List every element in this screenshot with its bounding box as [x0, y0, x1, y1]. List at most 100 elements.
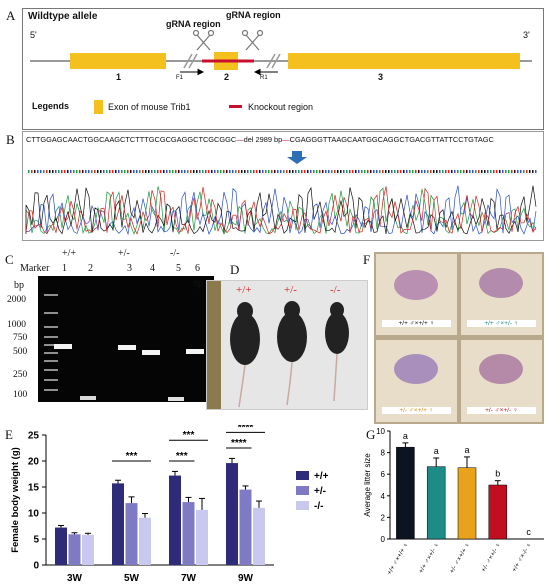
lane-1-number: 1	[62, 263, 67, 274]
pups-photo-1: +/+ ♂×+/+ ♀	[376, 254, 457, 335]
panel-c-label: C	[5, 252, 14, 267]
significance-letter: a	[464, 445, 469, 455]
primer-f1-arrow	[180, 68, 205, 76]
panel-a-label: A	[6, 8, 16, 23]
deletion-label: del 2989 bp	[243, 135, 283, 144]
legend-label: +/-	[314, 486, 326, 497]
y-tick-label: 0	[381, 535, 386, 544]
legend-label: -/-	[314, 501, 323, 512]
primer-f1-label: F1	[176, 75, 184, 81]
ladder-250: 250	[13, 370, 28, 380]
significance-letter: a	[434, 446, 439, 456]
panel-b-frame	[22, 131, 544, 241]
bar	[182, 502, 195, 565]
mouse-genotype-ko: -/-	[330, 284, 341, 296]
mouse-wt	[230, 313, 260, 365]
lane-2-number: 2	[88, 263, 93, 274]
bar	[125, 503, 138, 565]
gel-genotype-wt: +/+	[62, 248, 77, 259]
pups-photo-grid: +/+ ♂×+/+ ♀ +/+ ♂×+/- ♀ +/- ♂×+/+ ♀ +/- …	[374, 252, 544, 424]
bar	[396, 446, 415, 540]
sequence-left: CTTGGAGCAACTGGCAAGCTCTTTGCGCGAGGCTCGCGGC	[26, 135, 237, 144]
ladder-750: 750	[13, 333, 28, 343]
mouse-genotype-het: +/-	[284, 284, 297, 296]
x-tick-label: 5W	[124, 573, 140, 584]
cross-label-1: +/+ ♂×+/+ ♀	[382, 320, 451, 327]
mice-photo	[206, 280, 368, 410]
band-lane-1	[54, 344, 72, 349]
band-lane-6	[186, 349, 204, 354]
bar	[82, 534, 94, 565]
pups-photo-4: +/- ♂×+/- ♀	[461, 340, 542, 422]
allele-title: Wildtype allele	[28, 11, 98, 22]
break-marks-right	[266, 53, 281, 69]
y-tick-label: 2	[381, 513, 386, 522]
gel-bands	[44, 294, 204, 401]
junction-arrow-icon	[287, 151, 307, 164]
y-tick-label: 8	[381, 449, 386, 458]
pups-photo-3: +/- ♂×+/+ ♀	[376, 340, 457, 422]
y-tick-label: 15	[28, 483, 40, 494]
y-tick-label: 10	[376, 427, 385, 436]
significance-letter: b	[495, 469, 500, 479]
bar	[139, 517, 151, 565]
gel-image	[38, 276, 214, 402]
band-lane-3	[118, 345, 136, 350]
pups-photo-2: +/+ ♂×+/- ♀	[461, 254, 542, 335]
gel-genotype-het: +/-	[118, 248, 130, 259]
panel-g-label: G	[366, 427, 376, 442]
ladder-unit-left: bp	[14, 280, 24, 291]
panel-a-frame	[22, 8, 544, 130]
y-axis-label: Average litter size	[363, 453, 372, 517]
y-tick-label: 20	[28, 457, 40, 468]
bar	[253, 507, 265, 565]
legend-exon-label: Exon of mouse Trib1	[108, 102, 191, 112]
significance-stars: ****	[238, 425, 254, 433]
panel-e-label: E	[5, 427, 13, 442]
exon-1	[70, 53, 166, 69]
litter-size-chart: 0 2 4 6 8 10 Average litter size a +/+ ♂×+/+ ♀ a +…	[363, 427, 544, 576]
x-tick-label: +/+ ♂×+/- ♀	[418, 542, 441, 575]
panel-d-label: D	[230, 262, 240, 277]
band-lane-2	[80, 396, 96, 400]
primer-r1-arrow	[253, 68, 278, 76]
x-tick-label: 7W	[181, 573, 197, 584]
three-prime-label: 3'	[523, 30, 530, 40]
grna-label-1: gRNA region	[166, 19, 221, 29]
lane-5-number: 5	[176, 263, 181, 274]
bar	[426, 466, 446, 540]
scissors-icon	[192, 29, 215, 51]
bar	[68, 534, 81, 565]
x-tick-label: +/+ ♂×-/- ♀	[511, 542, 533, 574]
exon-3	[288, 53, 520, 69]
panel-b-label: B	[6, 132, 15, 147]
band-lane-4	[142, 350, 160, 355]
y-tick-label: 4	[381, 492, 386, 501]
bar	[196, 509, 208, 565]
lane-6-number: 6	[195, 263, 200, 274]
bar	[239, 489, 252, 565]
bar	[226, 463, 238, 565]
legend-label: +/+	[314, 471, 329, 482]
exon-1-number: 1	[116, 72, 122, 82]
y-tick-label: 6	[381, 470, 386, 479]
lane-3-number: 3	[127, 263, 132, 274]
legend-knockout-swatch	[229, 105, 242, 108]
mouse-genotype-wt: +/+	[236, 284, 252, 296]
exon-3-number: 3	[378, 72, 384, 82]
gene-schematic	[30, 29, 532, 114]
sequencing-chromatogram	[25, 151, 538, 236]
cross-label-2: +/+ ♂×+/- ♀	[467, 320, 536, 327]
significance-stars: ****	[231, 438, 247, 449]
scissors-icon	[241, 29, 264, 51]
bar	[488, 484, 508, 540]
break-marks-left	[183, 53, 198, 69]
y-tick-label: 25	[28, 431, 40, 442]
significance-letter: c	[526, 527, 531, 537]
gel-genotype-ko: -/-	[170, 248, 180, 259]
ladder-500: 500	[13, 347, 28, 357]
mice-silhouettes	[207, 281, 349, 409]
significance-stars: ***	[183, 430, 195, 441]
legend-exon-swatch	[94, 100, 103, 114]
legend-knockout-label: Knockout region	[248, 102, 314, 112]
